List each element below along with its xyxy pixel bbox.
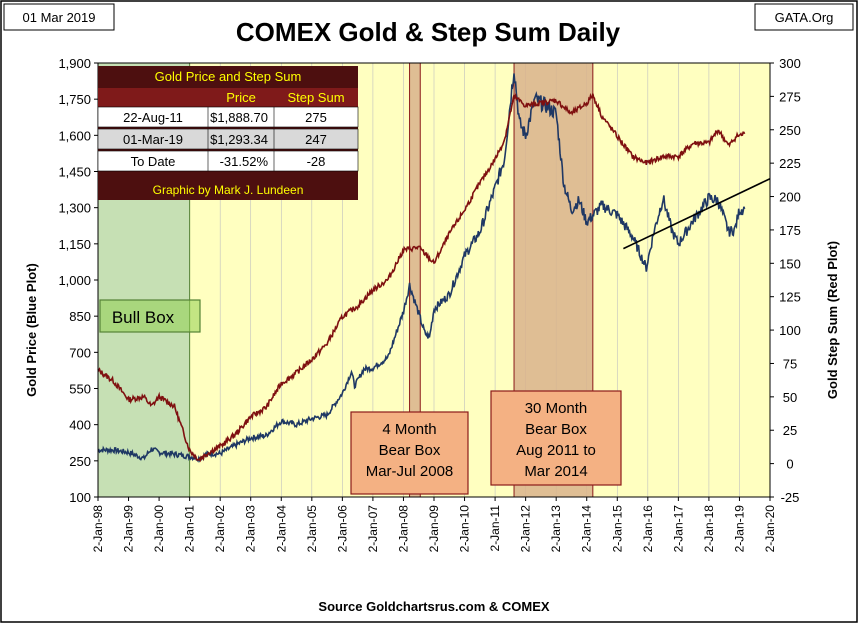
y-right-tick-label: -25 <box>781 490 800 505</box>
bear-box-2008-label-line: 4 Month <box>382 421 436 438</box>
y-right-tick-label: 200 <box>779 190 801 205</box>
info-table-header-row <box>98 88 358 107</box>
bear-box-2011-label-bg <box>490 390 622 486</box>
info-table-cell: 22-Aug-11 <box>123 110 183 125</box>
x-tick-label: 2-Jan-00 <box>152 505 166 553</box>
info-table-header-cell: Price <box>226 90 256 105</box>
y-left-tick-label: 1,750 <box>58 92 91 107</box>
x-tick-label: 2-Jan-04 <box>274 505 288 553</box>
info-table-cell: 01-Mar-19 <box>123 132 183 147</box>
x-ticks: 2-Jan-98 2-Jan-99 2-Jan-00 2-Jan-01 2-Jan-02… <box>91 497 777 552</box>
y-right-tick-label: 25 <box>783 423 797 438</box>
x-tick-label: 2-Jan-14 <box>580 505 594 553</box>
y-left-tick-label: 550 <box>69 382 91 397</box>
y-left-tick-label: 1,150 <box>58 237 91 252</box>
y-right-tick-label: 0 <box>786 457 793 472</box>
x-tick-label: 2-Jan-20 <box>763 505 777 553</box>
x-tick-label: 2-Jan-07 <box>366 505 380 553</box>
x-tick-label: 2-Jan-05 <box>305 505 319 553</box>
x-tick-label: 2-Jan-13 <box>549 505 563 553</box>
x-tick-label: 2-Jan-10 <box>458 505 472 553</box>
y-left-tick-label: 250 <box>69 454 91 469</box>
y-right-tick-label: 250 <box>779 123 801 138</box>
y-left-tick-label: 100 <box>69 490 91 505</box>
info-table-cell: -28 <box>307 154 326 169</box>
x-tick-label: 2-Jan-18 <box>702 505 716 553</box>
x-tick-label: 2-Jan-03 <box>244 505 258 553</box>
bull-box-label: Bull Box <box>112 308 175 327</box>
bull-box-label-bg <box>99 299 201 333</box>
x-tick-label: 2-Jan-16 <box>641 505 655 553</box>
info-table-row <box>97 150 359 172</box>
y-right-tick-label: 75 <box>783 356 797 371</box>
source-label: GATA.Org <box>775 10 834 25</box>
x-tick-label: 2-Jan-12 <box>519 505 533 553</box>
trend-line <box>623 178 771 250</box>
x-tick-label: 2-Jan-19 <box>732 505 746 553</box>
y-left-ticks: 1,900 1,750 1,600 1,450 1,300 1,150 1,000 850 70… <box>58 56 98 505</box>
gold-price-line <box>97 73 746 463</box>
bear-box-2008-label-bg <box>350 411 469 495</box>
y-right-tick-label: 100 <box>779 323 801 338</box>
y-right-axis-label: Gold Step Sum (Red Plot) <box>825 241 840 399</box>
info-table-cell: 275 <box>305 110 327 125</box>
y-right-tick-label: 125 <box>779 290 801 305</box>
date-box <box>3 3 115 31</box>
y-left-tick-label: 850 <box>69 309 91 324</box>
y-right-tick-label: 225 <box>779 156 801 171</box>
bear-box-2011-label-line: Aug 2011 to <box>516 442 596 459</box>
info-table-cell: $1,293.34 <box>210 132 268 147</box>
y-left-axis-label: Gold Price (Blue Plot) <box>24 263 39 397</box>
x-tick-label: 2-Jan-15 <box>610 505 624 553</box>
y-left-tick-label: 1,450 <box>58 165 91 180</box>
bear-box-2011-label-line: Mar 2014 <box>524 463 587 480</box>
source-box <box>754 3 854 31</box>
x-tick-label: 2-Jan-08 <box>396 505 410 553</box>
y-right-tick-label: 275 <box>779 89 801 104</box>
x-tick-label: 2-Jan-09 <box>427 505 441 553</box>
x-tick-label: 2-Jan-06 <box>335 505 349 553</box>
y-right-tick-label: 300 <box>779 56 801 71</box>
chart-title: COMEX Gold & Step Sum Daily <box>236 17 621 47</box>
y-left-tick-label: 1,900 <box>58 56 91 71</box>
y-right-tick-label: 175 <box>779 223 801 238</box>
info-table-cell: $1,888.70 <box>210 110 268 125</box>
y-left-tick-label: 700 <box>69 345 91 360</box>
bear-box-2008-label-line: Mar-Jul 2008 <box>366 463 454 480</box>
info-table-row <box>97 106 359 128</box>
info-table-cell: -31.52% <box>220 154 269 169</box>
y-left-tick-label: 1,000 <box>58 273 91 288</box>
bear-box-2011-label-line: 30 Month <box>525 400 588 417</box>
y-right-tick-label: 50 <box>783 390 797 405</box>
bear-box-2008-label-line: Bear Box <box>379 442 441 459</box>
info-table-cell: To Date <box>131 154 176 169</box>
info-table-header-cell: Step Sum <box>287 90 344 105</box>
x-tick-label: 2-Jan-01 <box>183 505 197 553</box>
date-label: 01 Mar 2019 <box>23 10 96 25</box>
x-tick-label: 2-Jan-99 <box>122 505 136 553</box>
step-sum-line <box>97 92 746 463</box>
x-tick-label: 2-Jan-02 <box>213 505 227 553</box>
info-table: Gold Price and Step Sum Price Step Sum 22-A… <box>97 66 359 200</box>
y-left-tick-label: 400 <box>69 418 91 433</box>
box-labels: Bull Box 4 Month Bear Box Mar-Jul 2008 30 Mo… <box>99 299 622 495</box>
info-table-row <box>97 128 359 150</box>
x-tick-label: 2-Jan-11 <box>488 505 502 552</box>
footer-source: Source Goldchartsrus.com & COMEX <box>318 599 549 614</box>
bear-box-2011-label-line: Bear Box <box>525 421 587 438</box>
y-left-tick-label: 1,600 <box>58 128 91 143</box>
x-tick-label: 2-Jan-98 <box>91 505 105 553</box>
info-table-title: Gold Price and Step Sum <box>155 69 302 84</box>
y-left-tick-label: 1,300 <box>58 201 91 216</box>
y-right-tick-label: 150 <box>779 256 801 271</box>
info-table-credit: Graphic by Mark J. Lundeen <box>153 183 304 197</box>
series-lines <box>97 73 771 463</box>
info-table-cell: 247 <box>305 132 327 147</box>
x-tick-label: 2-Jan-17 <box>671 505 685 553</box>
